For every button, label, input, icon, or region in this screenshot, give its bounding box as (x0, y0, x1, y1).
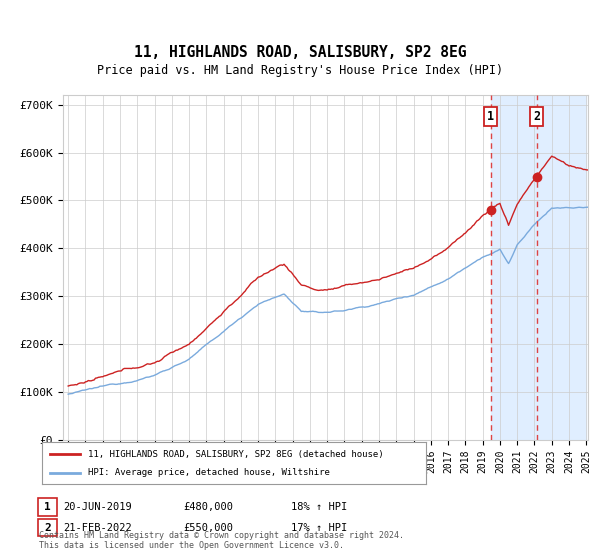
Text: Price paid vs. HM Land Registry's House Price Index (HPI): Price paid vs. HM Land Registry's House … (97, 64, 503, 77)
Text: £480,000: £480,000 (183, 502, 233, 512)
Text: 11, HIGHLANDS ROAD, SALISBURY, SP2 8EG (detached house): 11, HIGHLANDS ROAD, SALISBURY, SP2 8EG (… (88, 450, 384, 459)
Text: 17% ↑ HPI: 17% ↑ HPI (291, 522, 347, 533)
Text: 2: 2 (44, 522, 51, 533)
Bar (491, 95, 586, 440)
Text: 18% ↑ HPI: 18% ↑ HPI (291, 502, 347, 512)
Text: 1: 1 (44, 502, 51, 512)
Text: 11, HIGHLANDS ROAD, SALISBURY, SP2 8EG: 11, HIGHLANDS ROAD, SALISBURY, SP2 8EG (134, 45, 466, 60)
Text: 2: 2 (533, 110, 540, 123)
Text: 1: 1 (487, 110, 494, 123)
Text: 20-JUN-2019: 20-JUN-2019 (63, 502, 132, 512)
Text: 21-FEB-2022: 21-FEB-2022 (63, 522, 132, 533)
Text: HPI: Average price, detached house, Wiltshire: HPI: Average price, detached house, Wilt… (88, 468, 330, 477)
Bar (537, 95, 586, 440)
Text: £550,000: £550,000 (183, 522, 233, 533)
Text: Contains HM Land Registry data © Crown copyright and database right 2024.
This d: Contains HM Land Registry data © Crown c… (39, 530, 404, 550)
